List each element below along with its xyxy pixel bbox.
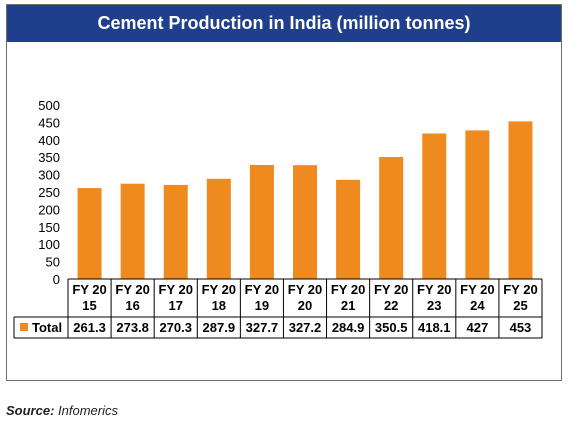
bar (336, 179, 361, 279)
x-tick-label: 21 (341, 298, 355, 313)
x-tick-label: 15 (82, 298, 96, 313)
bar (120, 183, 145, 279)
y-tick-label: 50 (46, 255, 60, 270)
y-tick-label: 200 (38, 202, 60, 217)
bar (206, 178, 231, 279)
x-tick-label: 25 (513, 298, 527, 313)
data-label: 453 (510, 320, 532, 335)
y-tick-label: 300 (38, 168, 60, 183)
x-tick-label: FY 20 (331, 282, 365, 297)
x-tick-label: FY 20 (288, 282, 322, 297)
data-label: 284.9 (332, 320, 365, 335)
bar (422, 133, 447, 279)
data-label: 287.9 (203, 320, 236, 335)
bar (293, 165, 317, 279)
data-label: 273.8 (116, 320, 149, 335)
bar (163, 184, 188, 279)
x-tick-label: 22 (384, 298, 398, 313)
x-tick-label: FY 20 (245, 282, 279, 297)
x-tick-label: FY 20 (374, 282, 408, 297)
source-label: Source: (6, 403, 55, 418)
bar (77, 188, 102, 279)
y-tick-label: 350 (38, 150, 60, 165)
bar (249, 164, 274, 279)
y-tick-label: 100 (38, 237, 60, 252)
bar (465, 130, 490, 279)
y-tick-label: 250 (38, 185, 60, 200)
x-tick-label: 16 (125, 298, 139, 313)
y-tick-label: 400 (38, 133, 60, 148)
bar (508, 121, 533, 279)
legend-swatch (20, 323, 28, 331)
bar (379, 157, 404, 279)
y-tick-label: 0 (53, 272, 60, 287)
data-label: 350.5 (375, 320, 408, 335)
chart-title: Cement Production in India (million tonn… (7, 5, 561, 42)
data-label: 270.3 (159, 320, 192, 335)
source-text: Infomerics (54, 403, 118, 418)
x-tick-label: FY 20 (417, 282, 451, 297)
legend-label: Total (32, 320, 62, 335)
source-note: Source: Infomerics (6, 403, 118, 418)
x-tick-label: 20 (298, 298, 312, 313)
x-tick-label: FY 20 (115, 282, 149, 297)
x-tick-label: FY 20 (159, 282, 193, 297)
x-tick-label: FY 20 (72, 282, 106, 297)
y-tick-label: 450 (38, 115, 60, 130)
x-tick-label: FY 20 (202, 282, 236, 297)
x-tick-label: 18 (212, 298, 226, 313)
x-tick-label: 17 (168, 298, 182, 313)
data-label: 327.2 (289, 320, 322, 335)
data-label: 418.1 (418, 320, 451, 335)
y-tick-label: 500 (38, 98, 60, 113)
x-tick-label: 19 (255, 298, 269, 313)
y-tick-label: 150 (38, 220, 60, 235)
x-tick-label: 24 (470, 298, 485, 313)
x-tick-label: FY 20 (460, 282, 494, 297)
x-tick-label: 23 (427, 298, 441, 313)
x-tick-label: FY 20 (503, 282, 537, 297)
data-label: 261.3 (73, 320, 106, 335)
data-label: 427 (467, 320, 489, 335)
data-label: 327.7 (246, 320, 279, 335)
